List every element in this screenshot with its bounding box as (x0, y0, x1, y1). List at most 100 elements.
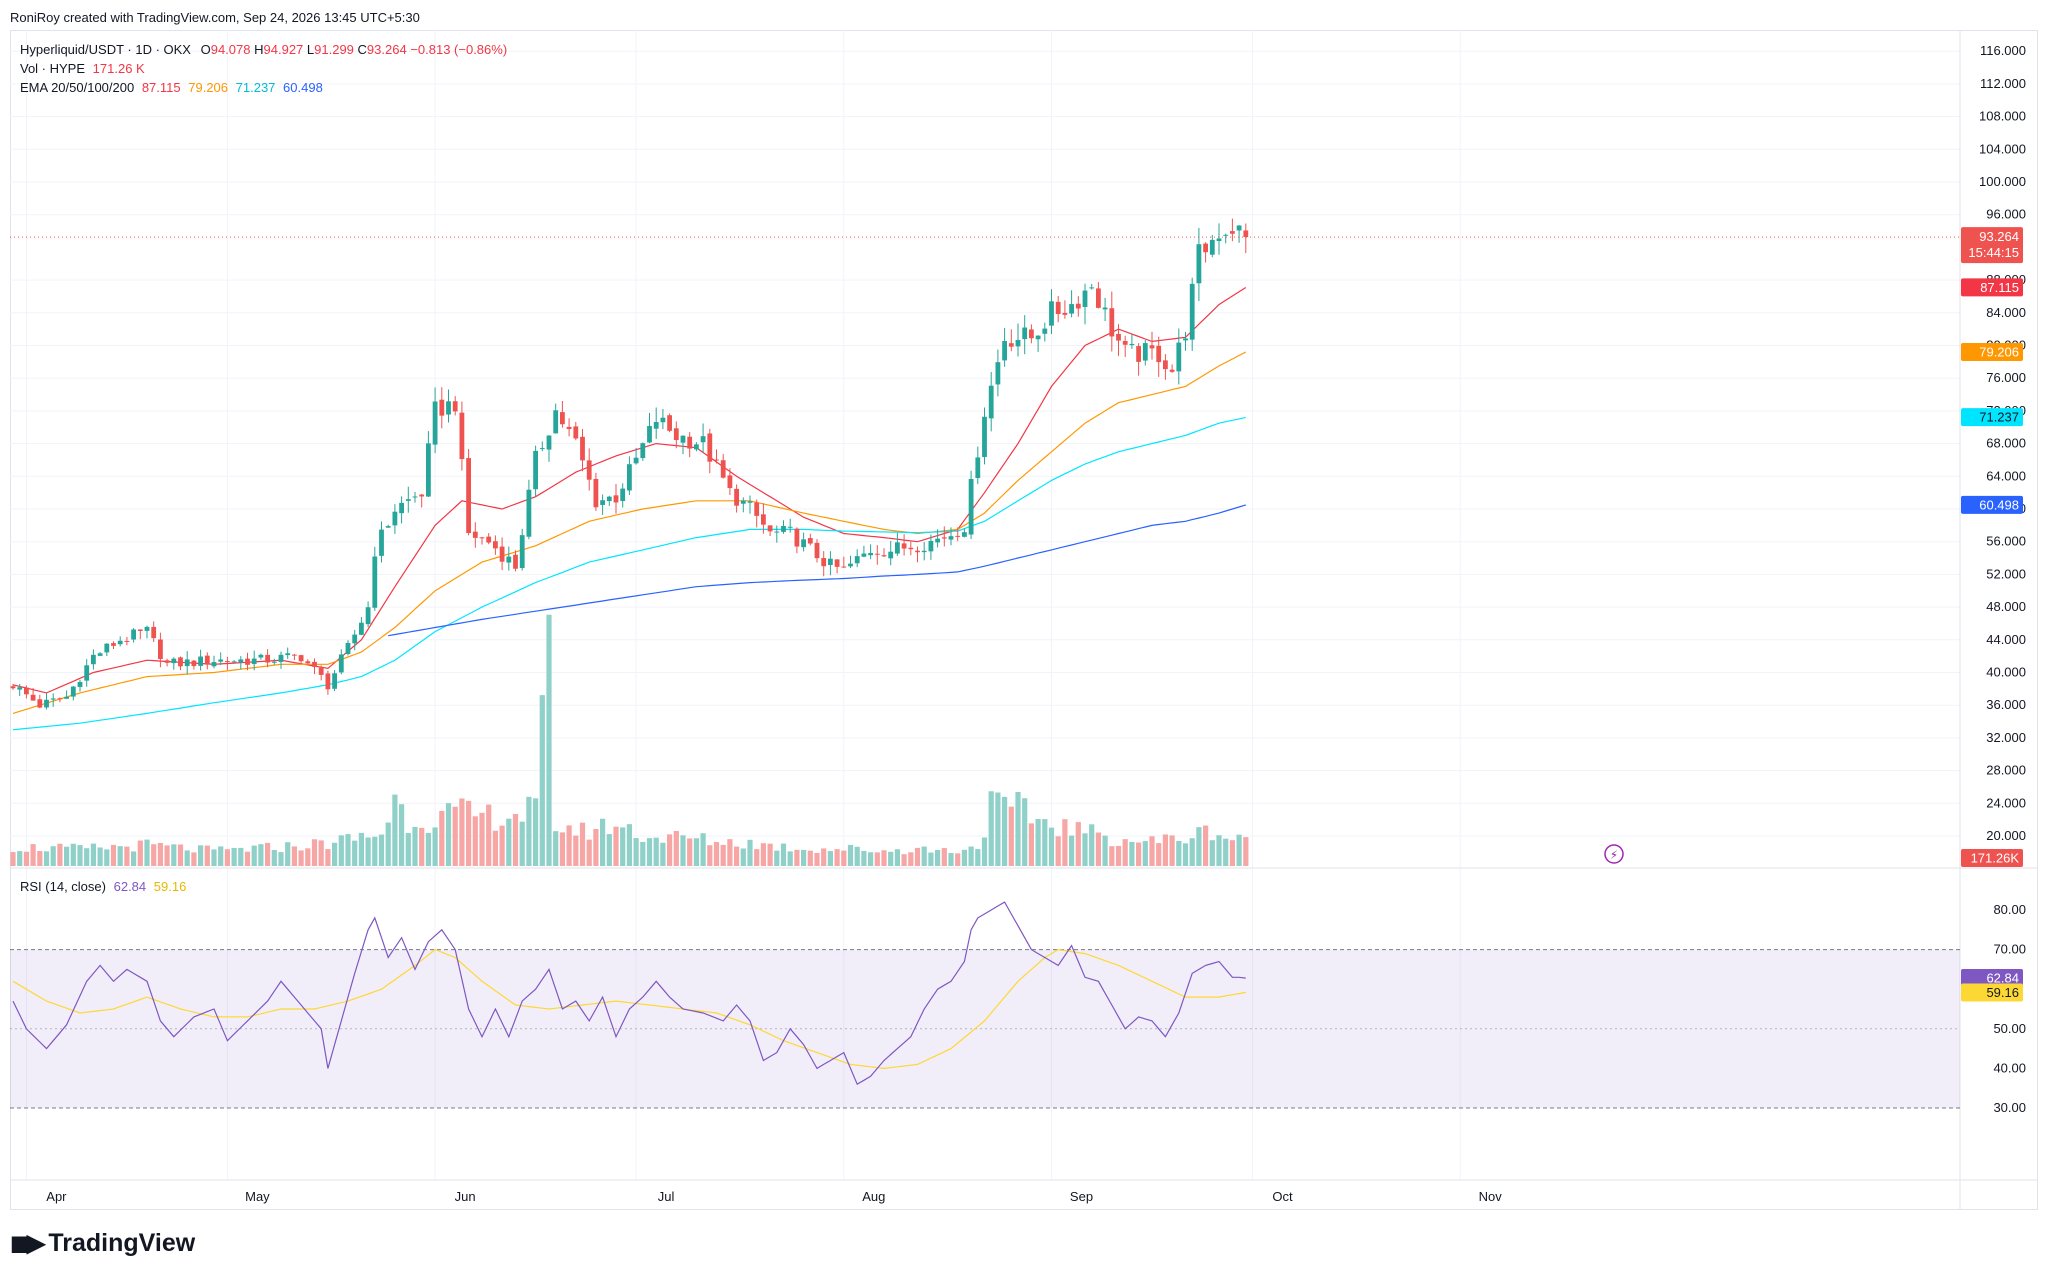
candle-body (1062, 312, 1068, 315)
legend-ema: EMA 20/50/100/200 87.115 79.206 71.237 6… (20, 78, 507, 97)
candle-body (1216, 238, 1222, 242)
volume-bar (23, 851, 29, 866)
candle-body (1169, 369, 1175, 372)
candle-body (660, 417, 666, 423)
volume-bar (191, 852, 197, 866)
volume-bar (1102, 835, 1108, 866)
volume-bar (445, 803, 452, 866)
rsi-ma-tag-text: 59.16 (1986, 985, 2019, 1000)
candle-body (613, 495, 619, 503)
candle-body (1002, 341, 1007, 361)
candle-body (318, 667, 324, 675)
candle-body (379, 529, 384, 556)
rsi-ma-line (12, 948, 1246, 1070)
candle-body (955, 535, 961, 537)
legend-ema50: 79.206 (188, 80, 229, 95)
candle-body (225, 661, 230, 663)
candle-body (1203, 243, 1208, 253)
rsi-band (10, 949, 1960, 1109)
price-tick-label: 68.000 (1986, 436, 2026, 451)
price-tick-label: 20.000 (1986, 828, 2026, 843)
candle-body (928, 540, 934, 552)
candle-body (687, 436, 693, 449)
volume-bar (894, 849, 900, 866)
volume-bar (385, 822, 391, 866)
price-tick-label: 64.000 (1986, 468, 2026, 483)
volume-bar (305, 848, 311, 866)
candle-body (399, 502, 404, 514)
candle-body (305, 661, 311, 664)
volume-bar (211, 849, 217, 866)
chart-legend[interactable]: Hyperliquid/USDT · 1D · OKX O94.078 H94.… (20, 40, 507, 97)
volume-bar (184, 850, 190, 866)
legend-c-value: 93.264 (366, 42, 407, 57)
volume-bar (1095, 832, 1101, 866)
candle-body (271, 661, 277, 663)
volume-bar (841, 850, 847, 866)
volume-bar (459, 798, 465, 866)
candle-body (1129, 343, 1135, 346)
volume-bar (399, 804, 405, 866)
price-tick-label: 48.000 (1986, 599, 2026, 614)
candle-body (1122, 341, 1128, 345)
volume-bar (17, 851, 23, 866)
candle-body (466, 458, 471, 534)
price-tick-label: 116.000 (1980, 43, 2026, 58)
volume-bar (1209, 840, 1215, 866)
legend-ema100: 71.237 (235, 80, 276, 95)
candle-body (546, 435, 552, 450)
tradingview-logo[interactable]: ◼▶ TradingView (10, 1229, 195, 1258)
candle-body (104, 643, 110, 653)
volume-bar (908, 852, 914, 866)
candle-body (359, 622, 364, 635)
volume-bar (1156, 843, 1162, 866)
volume-bar (1069, 835, 1075, 866)
volume-bar (499, 825, 505, 866)
candle-body (251, 658, 257, 665)
candle-body (1236, 225, 1242, 231)
volume-bar (955, 853, 961, 866)
volume-bar (43, 851, 50, 866)
candle-body (486, 536, 492, 543)
candle-body (70, 686, 76, 697)
candle-body (124, 640, 130, 642)
volume-bar (278, 852, 284, 866)
price-tick-label: 76.000 (1986, 370, 2026, 385)
rsi-legend-ma: 59.16 (153, 879, 187, 894)
volume-bar (539, 695, 545, 866)
candle-body (553, 410, 559, 434)
volume-bar (754, 849, 760, 866)
volume-bar (332, 842, 338, 866)
volume-bar (338, 835, 344, 866)
candle-body (667, 415, 672, 431)
legend-o-value: 94.078 (210, 42, 251, 57)
candle-body (472, 531, 478, 538)
volume-bar (506, 818, 512, 866)
rsi-tick-label: 40.00 (1993, 1060, 2026, 1075)
volume-bar (861, 850, 867, 866)
candle-body (747, 501, 753, 503)
tradingview-logo-icon: ◼▶ (10, 1230, 45, 1257)
volume-bar (90, 843, 96, 866)
rsi-ma-tag-bg (1961, 983, 2023, 1002)
price-tick-label: 44.000 (1986, 632, 2026, 647)
volume-bar (646, 838, 653, 866)
candle-body (767, 525, 773, 532)
price-tick-label: 84.000 (1986, 305, 2026, 320)
rsi-legend[interactable]: RSI (14, close) 62.84 59.16 (20, 879, 186, 894)
volume-bar (546, 614, 552, 866)
volume-bar (84, 848, 90, 866)
volume-bar (921, 846, 927, 866)
candle-body (1223, 234, 1229, 236)
volume-bar (961, 849, 967, 866)
candle-body (828, 558, 833, 566)
volume-bar (713, 842, 720, 866)
candle-body (439, 399, 445, 416)
candle-body (312, 661, 317, 667)
candle-body (1096, 288, 1101, 308)
candle-body (1008, 343, 1014, 347)
volume-bar (660, 842, 666, 866)
volume-bar (1149, 836, 1155, 866)
volume-bar (620, 827, 626, 866)
